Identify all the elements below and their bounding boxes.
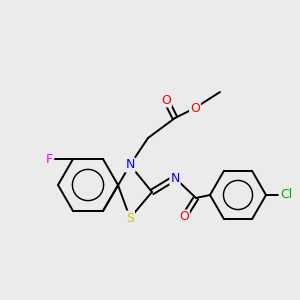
Text: O: O bbox=[179, 211, 189, 224]
Text: F: F bbox=[45, 152, 52, 166]
Text: S: S bbox=[126, 212, 134, 224]
Text: N: N bbox=[125, 158, 135, 172]
Text: O: O bbox=[190, 101, 200, 115]
Text: O: O bbox=[161, 94, 171, 106]
Text: Cl: Cl bbox=[280, 188, 292, 202]
Text: N: N bbox=[170, 172, 180, 184]
